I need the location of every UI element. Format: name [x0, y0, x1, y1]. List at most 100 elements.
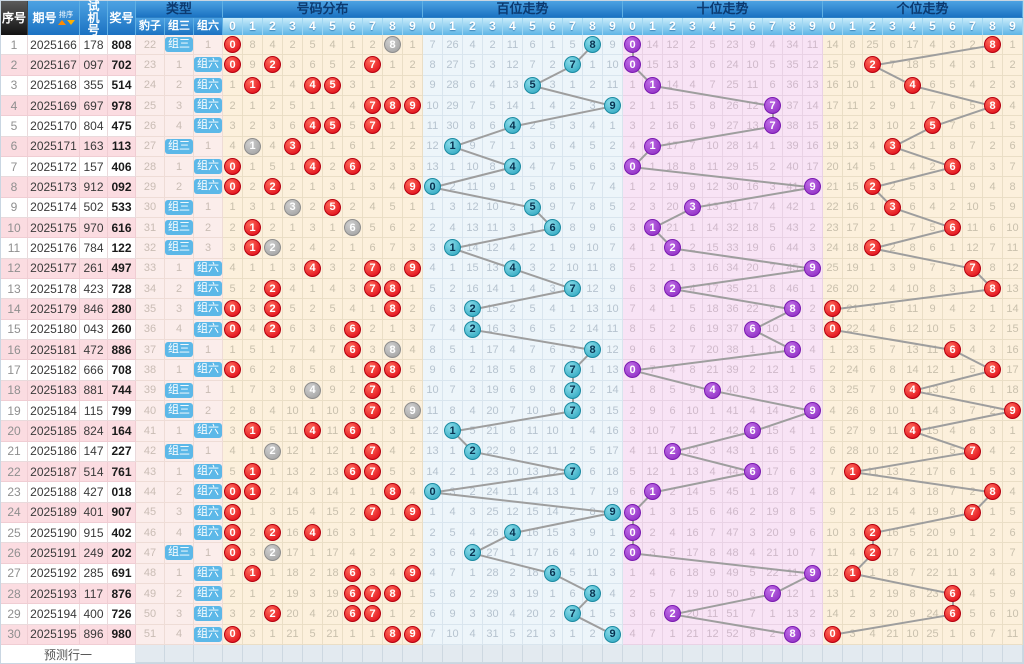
hund-cell: 1: [563, 624, 583, 645]
prediction-cell[interactable]: [963, 645, 983, 663]
prediction-cell[interactable]: [503, 645, 523, 663]
seq-cell: 16: [1, 339, 28, 361]
tens-cell: 16: [743, 177, 763, 198]
dist-cell: 1: [343, 441, 363, 462]
prediction-cell[interactable]: [323, 645, 343, 663]
prediction-cell[interactable]: [703, 645, 723, 663]
prediction-cell[interactable]: [343, 645, 363, 663]
prediction-cell[interactable]: [623, 645, 643, 663]
tens-cell: 12: [703, 177, 723, 198]
hund-cell: 1: [603, 116, 623, 137]
prediction-cell[interactable]: [303, 645, 323, 663]
prediction-cell[interactable]: [194, 645, 223, 663]
units-circle: 4: [904, 381, 921, 399]
dist-cell: 3: [223, 421, 243, 442]
units-cell: 1: [863, 258, 883, 279]
prediction-cell[interactable]: [823, 645, 843, 663]
hund-cell: 12: [543, 461, 563, 483]
prediction-cell[interactable]: [563, 645, 583, 663]
zu3-cell: 组三: [165, 197, 194, 218]
tens-circle: 1: [644, 483, 661, 501]
units-cell: 20: [883, 604, 903, 625]
hund-cell: 10: [503, 461, 523, 483]
tens-cell: 9: [683, 380, 703, 401]
prediction-cell[interactable]: [136, 645, 165, 663]
prediction-cell[interactable]: [283, 645, 303, 663]
prediction-cell[interactable]: [383, 645, 403, 663]
prediction-cell[interactable]: [1003, 645, 1023, 663]
tens-cell: 26: [723, 95, 743, 117]
prediction-cell[interactable]: [743, 645, 763, 663]
sort-descending-icon[interactable]: [66, 20, 75, 25]
test-number-cell: 666: [80, 360, 108, 381]
seq-cell: 23: [1, 482, 28, 503]
dist-circle: 8: [384, 280, 401, 298]
prediction-cell[interactable]: [483, 645, 503, 663]
units-cell: 3: [983, 339, 1003, 361]
units-cell: 2: [863, 217, 883, 239]
prediction-cell[interactable]: [983, 645, 1003, 663]
dist-cell: 20: [283, 604, 303, 625]
dist-cell: 9: [403, 563, 423, 584]
hund-cell: 6: [603, 217, 623, 239]
units-cell: 8: [983, 35, 1003, 56]
tens-cell: 7: [663, 583, 683, 605]
hund-cell: 1: [503, 136, 523, 157]
tens-cell: 3: [763, 177, 783, 198]
prediction-cell[interactable]: [883, 645, 903, 663]
prediction-cell[interactable]: [423, 645, 443, 663]
prediction-cell[interactable]: [263, 645, 283, 663]
sort-ascending-icon[interactable]: [57, 20, 66, 25]
tens-cell: 0: [623, 156, 643, 178]
prediction-cell[interactable]: [403, 645, 423, 663]
units-cell: 3: [883, 258, 903, 279]
prediction-cell[interactable]: [223, 645, 243, 663]
units-cell: 3: [843, 624, 863, 645]
prediction-cell[interactable]: [543, 645, 563, 663]
tens-cell: 1: [743, 482, 763, 503]
prediction-cell[interactable]: [923, 645, 943, 663]
tens-cell: 5: [623, 461, 643, 483]
dist-circle: 9: [404, 564, 421, 582]
tens-cell: 12: [703, 624, 723, 645]
hund-cell: 3: [563, 522, 583, 544]
tens-cell: 4: [623, 136, 643, 157]
seq-cell: 9: [1, 197, 28, 218]
prediction-cell[interactable]: [523, 645, 543, 663]
prediction-cell[interactable]: [863, 645, 883, 663]
test-number-cell: 163: [80, 136, 108, 157]
units-cell: 12: [1003, 258, 1023, 279]
prediction-cell[interactable]: [763, 645, 783, 663]
units-cell: 2: [863, 543, 883, 564]
tens-circle: 6: [744, 422, 761, 440]
units-cell: 6: [983, 217, 1003, 239]
tens-circle: 7: [764, 117, 781, 135]
prediction-cell[interactable]: [443, 645, 463, 663]
prediction-cell[interactable]: [363, 645, 383, 663]
dist-cell: 3: [403, 156, 423, 178]
hund-cell: 1: [503, 177, 523, 198]
prediction-cell[interactable]: [683, 645, 703, 663]
prediction-cell[interactable]: [643, 645, 663, 663]
units-cell: 17: [903, 35, 923, 56]
prediction-cell[interactable]: [843, 645, 863, 663]
dist-cell: 2: [283, 238, 303, 259]
sort-control[interactable]: 排序: [57, 11, 75, 25]
hund-cell: 5: [503, 360, 523, 381]
prediction-cell[interactable]: [783, 645, 803, 663]
units-cell: 1: [903, 400, 923, 422]
prediction-cell[interactable]: [663, 645, 683, 663]
prediction-cell[interactable]: [463, 645, 483, 663]
prediction-cell[interactable]: [723, 645, 743, 663]
prediction-cell[interactable]: [603, 645, 623, 663]
prediction-cell[interactable]: [803, 645, 823, 663]
hund-cell: 5: [603, 604, 623, 625]
prediction-cell[interactable]: [583, 645, 603, 663]
prediction-cell[interactable]: [243, 645, 263, 663]
prediction-cell[interactable]: [165, 645, 194, 663]
prediction-cell[interactable]: [903, 645, 923, 663]
prediction-cell[interactable]: [943, 645, 963, 663]
units-cell: 1: [1003, 35, 1023, 56]
col-header-period[interactable]: 期号 排序: [28, 1, 80, 35]
tens-circle: 8: [784, 300, 801, 318]
